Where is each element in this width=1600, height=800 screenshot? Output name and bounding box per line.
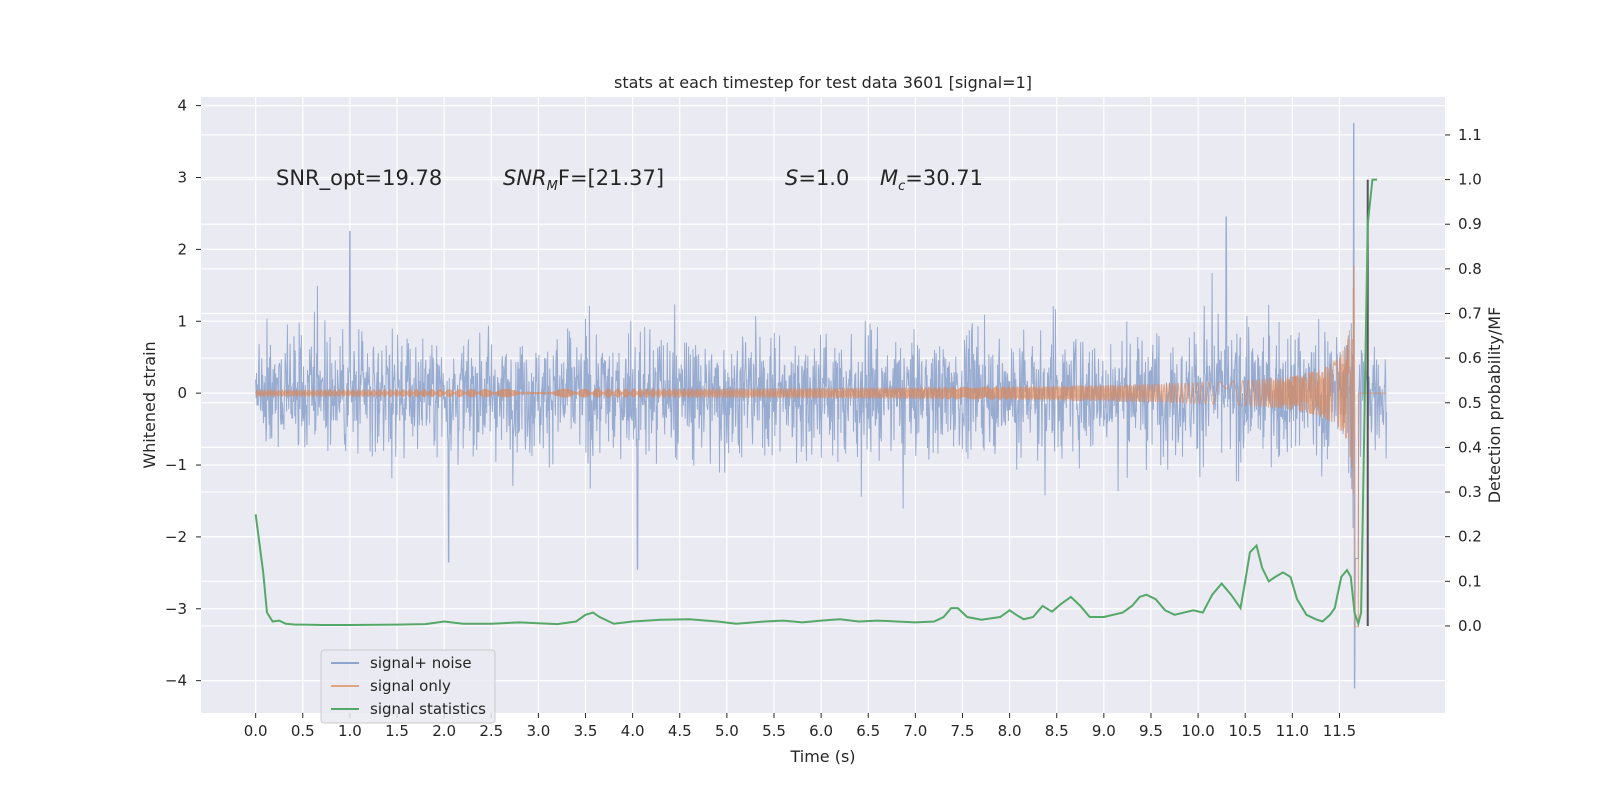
y2-tick-label: 0.9 <box>1458 215 1482 233</box>
legend-label-noise: signal+ noise <box>370 654 472 672</box>
snr-mf-sub: M <box>547 179 558 194</box>
snr-opt-annotation: SNR_opt=19.78 <box>276 166 442 191</box>
mc-sub: c <box>898 179 905 194</box>
x-tick-label: 10.0 <box>1181 722 1214 740</box>
y2-axis-label: Detection probability/MF <box>1485 307 1504 504</box>
x-tick-label: 11.0 <box>1276 722 1309 740</box>
x-tick-label: 1.0 <box>338 722 362 740</box>
y-axis-label: Whitened strain <box>140 341 159 468</box>
s-annotation: S=1.0 <box>785 166 849 190</box>
x-tick-label: 9.5 <box>1139 722 1163 740</box>
y2-axis-ticks: 1.1 1.0 0.9 0.8 0.7 0.6 0.5 0.4 0.3 0.2 0.1 0.0 <box>1445 126 1482 635</box>
y-tick-label: 1 <box>177 312 187 330</box>
x-tick-label: 4.5 <box>668 722 692 740</box>
snr-mf-annotation: SNRMF=[21.37] <box>503 166 664 194</box>
x-tick-label: 6.0 <box>809 722 833 740</box>
y2-tick-label: 0.6 <box>1458 349 1482 367</box>
s-main: S <box>785 166 798 190</box>
mc-annotation: Mc=30.71 <box>880 166 983 194</box>
y2-tick-label: 0.4 <box>1458 438 1482 456</box>
x-tick-label: 0.5 <box>291 722 315 740</box>
x-tick-label: 7.5 <box>951 722 975 740</box>
y-axis-ticks: 4 3 2 1 0 −1 −2 −3 −4 <box>165 97 201 690</box>
snr-mf-rest: F=[21.37] <box>558 166 664 190</box>
x-tick-label: 4.0 <box>621 722 645 740</box>
x-tick-label: 6.5 <box>856 722 880 740</box>
x-tick-label: 8.5 <box>1045 722 1069 740</box>
y-tick-label: 0 <box>177 384 187 402</box>
legend-box <box>320 649 496 724</box>
series-signal-only <box>255 265 1387 628</box>
legend-label-signal: signal only <box>370 677 451 695</box>
y2-tick-label: 0.5 <box>1458 394 1482 412</box>
y2-tick-label: 0.1 <box>1458 572 1482 590</box>
y-tick-label: −2 <box>165 528 187 546</box>
x-axis-ticks: 0.0 0.5 1.0 1.5 2.0 2.5 3.0 3.5 4.0 4.5 5.0 5.5 6.0 6… <box>244 713 1356 740</box>
x-tick-label: 11.5 <box>1323 722 1356 740</box>
y-tick-label: −3 <box>165 600 187 618</box>
x-tick-label: 8.0 <box>998 722 1022 740</box>
gridlines <box>201 97 1445 713</box>
mc-main: M <box>880 166 898 190</box>
x-axis-label: Time (s) <box>789 747 855 766</box>
x-tick-label: 5.5 <box>762 722 786 740</box>
series-layer <box>254 123 1388 689</box>
y2-tick-label: 0.0 <box>1458 617 1482 635</box>
x-tick-label: 3.5 <box>574 722 598 740</box>
x-tick-label: 0.0 <box>244 722 268 740</box>
x-tick-label: 2.5 <box>479 722 503 740</box>
series-signal-statistics <box>254 178 1378 628</box>
chart-title: stats at each timestep for test data 360… <box>614 73 1032 92</box>
y-tick-label: −4 <box>165 672 187 690</box>
snr-mf-main: SNR <box>503 166 547 190</box>
y2-tick-label: 1.1 <box>1458 126 1482 144</box>
y-tick-label: 3 <box>177 169 187 187</box>
x-tick-label: 9.0 <box>1092 722 1116 740</box>
y2-tick-label: 0.7 <box>1458 304 1482 322</box>
x-tick-label: 3.0 <box>526 722 550 740</box>
s-rest: =1.0 <box>798 166 849 190</box>
y-tick-label: −1 <box>165 456 187 474</box>
y2-tick-label: 0.3 <box>1458 483 1482 501</box>
legend-label-stats: signal statistics <box>370 700 486 718</box>
x-tick-label: 2.0 <box>432 722 456 740</box>
x-tick-label: 7.0 <box>903 722 927 740</box>
y-tick-label: 4 <box>177 97 187 115</box>
x-tick-label: 10.5 <box>1229 722 1262 740</box>
legend: signal+ noise signal only signal statist… <box>320 649 496 724</box>
x-tick-label: 5.0 <box>715 722 739 740</box>
mc-rest: =30.71 <box>905 166 983 190</box>
y2-tick-label: 0.2 <box>1458 528 1482 546</box>
y-tick-label: 2 <box>177 240 187 258</box>
x-tick-label: 1.5 <box>385 722 409 740</box>
y2-tick-label: 0.8 <box>1458 260 1482 278</box>
y2-tick-label: 1.0 <box>1458 171 1482 189</box>
